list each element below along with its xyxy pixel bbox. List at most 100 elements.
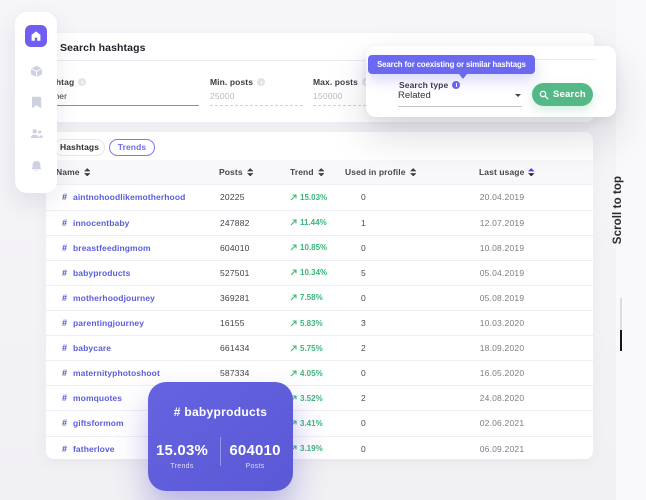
- sidebar-item-home[interactable]: [25, 25, 47, 47]
- row-hashtag-name[interactable]: babycare: [73, 343, 112, 354]
- row-posts-value: 587334: [220, 368, 250, 379]
- table-row[interactable]: # giftsformom 3.41% 0 02.06.2021: [46, 410, 593, 435]
- title-divider: [46, 60, 594, 61]
- table-row[interactable]: # motherhoodjourney 369281 7.58% 0 05.08.2019: [46, 284, 593, 310]
- row-last-usage: 10.08.2019: [479, 242, 525, 253]
- tab-trends[interactable]: Trends: [109, 138, 155, 156]
- trend-up-icon: [290, 319, 297, 326]
- min-posts-field-label: Min. posts: [210, 77, 303, 87]
- column-header-last-usage[interactable]: Last usage: [479, 160, 535, 185]
- row-trend-text: 4.05%: [300, 368, 323, 378]
- stat-posts-label: Posts: [245, 463, 265, 470]
- row-trend-text: 10.34%: [300, 268, 328, 278]
- info-icon-accent[interactable]: [452, 81, 461, 89]
- sort-icon[interactable]: [83, 167, 91, 177]
- hash-icon: #: [62, 192, 68, 203]
- hashtag-stat-card: # babyproducts 15.03% 604010 Trends Post…: [148, 382, 293, 491]
- table-row[interactable]: # babycare 661434 5.75% 2 18.09.2020: [46, 335, 593, 360]
- row-trend-value: 10.85%: [290, 236, 327, 260]
- row-trend-text: 3.52%: [300, 393, 323, 403]
- sort-icon[interactable]: [246, 167, 254, 177]
- sort-icon[interactable]: [317, 167, 325, 177]
- table-row[interactable]: # babyproducts 527501 10.34% 5 05.04.2019: [46, 259, 593, 285]
- table-row[interactable]: # breastfeedingmom 604010 10.85% 0 10.08.2019: [46, 234, 593, 260]
- sidebar-item-notifications[interactable]: [29, 159, 43, 173]
- info-icon[interactable]: [78, 78, 87, 86]
- trend-up-icon: [290, 370, 297, 377]
- sidebar-item-packages[interactable]: [29, 64, 43, 78]
- row-posts-value: 247882: [220, 217, 250, 228]
- trend-up-icon: [290, 244, 297, 251]
- row-trend-value: 3.52%: [290, 386, 323, 410]
- row-used-in-profile: 2: [361, 343, 366, 354]
- row-trend-text: 3.19%: [300, 444, 323, 454]
- row-trend-text: 15.03%: [300, 192, 328, 202]
- chevron-down-icon[interactable]: [515, 94, 521, 97]
- column-header-posts[interactable]: Posts: [219, 160, 254, 185]
- row-hashtag-name[interactable]: motherhoodjourney: [73, 292, 155, 303]
- table-header: Name Posts Trend Used in profile Last us…: [46, 159, 593, 185]
- hashtag-field-label-text: Hashtag: [40, 77, 75, 87]
- column-header-trend[interactable]: Trend: [290, 160, 325, 185]
- row-hashtag-name[interactable]: giftsformom: [73, 418, 124, 429]
- table-row[interactable]: # momquotes 3.52% 2 24.08.2020: [46, 385, 593, 410]
- table-row[interactable]: # parentingjourney 16155 5.83% 3 10.03.2020: [46, 310, 593, 335]
- column-header-trend-label: Trend: [290, 167, 314, 177]
- sort-icon[interactable]: [409, 167, 417, 177]
- row-hashtag-name[interactable]: innocentbaby: [73, 217, 130, 228]
- row-hashtag-name[interactable]: aintnohoodlikemotherhood: [73, 192, 186, 203]
- tab-hashtags[interactable]: Hashtags: [54, 138, 105, 156]
- row-posts-value: 604010: [220, 242, 250, 253]
- table-row[interactable]: # aintnohoodlikemotherhood 20225 15.03% 0 20.…: [46, 185, 593, 210]
- table-row[interactable]: # innocentbaby 247882 11.44% 1 12.07.2019: [46, 209, 593, 235]
- column-header-name[interactable]: Name: [56, 160, 91, 185]
- info-icon[interactable]: [361, 78, 370, 86]
- min-posts-input[interactable]: 25000: [210, 91, 235, 101]
- row-hashtag-name[interactable]: maternityphotoshoot: [73, 368, 160, 379]
- row-used-in-profile: 0: [361, 368, 366, 379]
- search-type-select[interactable]: Related: [398, 90, 431, 101]
- scroll-to-top-button[interactable]: Scroll to top: [612, 175, 624, 245]
- stat-trend-value: 15.03%: [155, 442, 209, 459]
- column-header-used-in-profile[interactable]: Used in profile: [345, 160, 417, 185]
- column-header-posts-label: Posts: [219, 167, 243, 177]
- row-posts-value: 20225: [220, 192, 245, 203]
- tooltip: Search for coexisting or similar hashtag…: [368, 55, 535, 74]
- hashtag-input[interactable]: mother: [40, 91, 199, 101]
- page-title: Search hashtags: [60, 42, 146, 54]
- hash-icon: #: [62, 443, 68, 454]
- max-posts-input[interactable]: 150000: [313, 91, 343, 101]
- row-hashtag-name[interactable]: parentingjourney: [73, 318, 145, 329]
- stat-posts-value: 604010: [229, 442, 281, 459]
- row-trend-text: 3.41%: [300, 418, 323, 428]
- stat-card-title: # babyproducts: [173, 405, 268, 419]
- sidebar-item-users[interactable]: [29, 126, 43, 140]
- row-posts-value: 16155: [220, 318, 245, 329]
- row-last-usage: 18.09.2020: [479, 343, 525, 354]
- search-type-underline: [398, 106, 522, 107]
- row-last-usage: 12.07.2019: [479, 217, 525, 228]
- min-posts-field: Min. posts 25000: [210, 77, 303, 106]
- row-last-usage: 02.06.2021: [479, 418, 525, 429]
- row-last-usage: 05.04.2019: [479, 267, 525, 278]
- column-header-name-label: Name: [56, 167, 80, 177]
- row-used-in-profile: 1: [361, 217, 366, 228]
- row-trend-value: 10.34%: [290, 261, 327, 285]
- row-hashtag-name[interactable]: breastfeedingmom: [73, 242, 151, 253]
- info-icon[interactable]: [257, 78, 266, 86]
- row-trend-value: 5.83%: [290, 311, 323, 335]
- search-icon: [539, 90, 549, 99]
- row-hashtag-name[interactable]: babyproducts: [73, 267, 131, 278]
- row-hashtag-name[interactable]: momquotes: [73, 393, 123, 404]
- scroll-indicator-thumb[interactable]: [620, 330, 622, 351]
- table-row[interactable]: # fatherlove 3.19% 0 06.09.2021: [46, 435, 593, 459]
- min-posts-field-label-text: Min. posts: [210, 77, 254, 87]
- sidebar: [15, 12, 57, 193]
- trend-up-icon: [290, 193, 297, 200]
- sidebar-item-bookmarks[interactable]: [29, 95, 43, 109]
- search-button[interactable]: Search: [532, 83, 593, 106]
- table-row[interactable]: # maternityphotoshoot 587334 4.05% 0 16.05.20…: [46, 360, 593, 385]
- hash-icon: #: [62, 242, 68, 253]
- row-hashtag-name[interactable]: fatherlove: [73, 443, 115, 454]
- sort-icon-active[interactable]: [528, 167, 535, 177]
